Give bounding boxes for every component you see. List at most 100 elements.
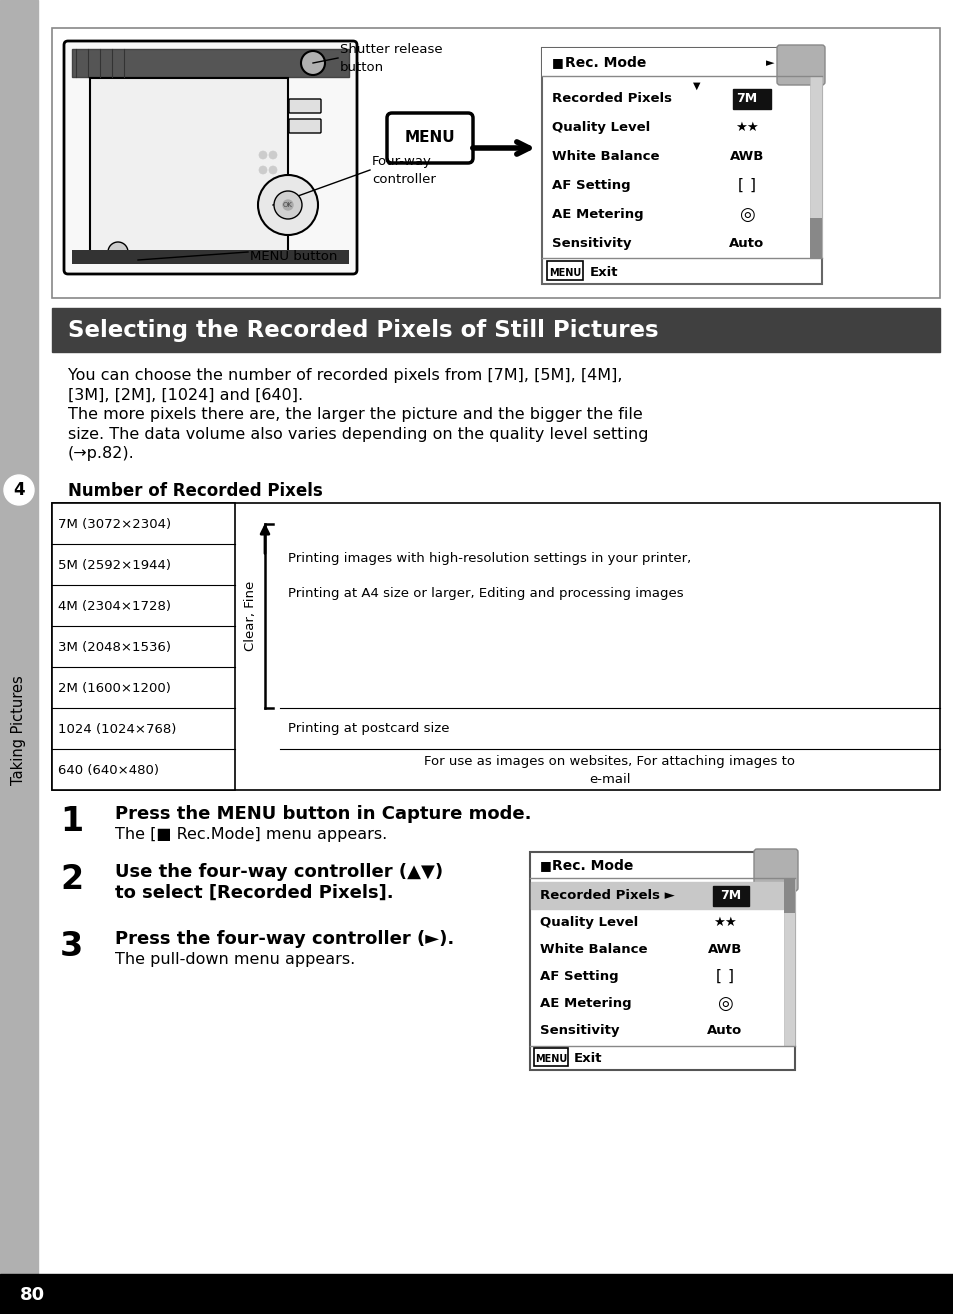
FancyBboxPatch shape	[387, 113, 473, 163]
Bar	[52, 28, 939, 298]
Text: MENU: MENU	[535, 1054, 566, 1064]
Text: Shutter release: Shutter release	[339, 43, 442, 57]
Text: Four-way: Four-way	[372, 155, 432, 168]
Text: (→p.82).: (→p.82).	[68, 445, 134, 461]
FancyBboxPatch shape	[64, 41, 356, 275]
Text: ◎: ◎	[717, 995, 732, 1013]
Bar	[530, 851, 794, 1070]
FancyBboxPatch shape	[534, 1049, 567, 1066]
Text: Recorded Pixels: Recorded Pixels	[552, 92, 671, 105]
Text: AE Metering: AE Metering	[552, 208, 643, 221]
Text: 2M (1600×1200): 2M (1600×1200)	[58, 682, 171, 695]
Text: 7M (3072×2304): 7M (3072×2304)	[58, 518, 171, 531]
Text: Rec. Mode: Rec. Mode	[552, 859, 633, 872]
Text: 3M (2048×1536): 3M (2048×1536)	[58, 641, 171, 654]
Text: Recorded Pixels ►: Recorded Pixels ►	[539, 890, 674, 901]
Text: Use the four-way controller (▲▼): Use the four-way controller (▲▼)	[115, 863, 442, 880]
Text: Number of Recorded Pixels: Number of Recorded Pixels	[68, 482, 322, 501]
Text: Press the MENU button in Capture mode.: Press the MENU button in Capture mode.	[115, 805, 531, 823]
Bar	[732, 88, 770, 109]
Text: Quality Level: Quality Level	[539, 916, 638, 929]
Text: [  ]: [ ]	[716, 968, 733, 984]
Bar	[0, 0, 38, 1314]
Text: Printing images with high-resolution settings in your printer,: Printing images with high-resolution set…	[288, 552, 691, 565]
Circle shape	[4, 474, 34, 505]
Text: Press the four-way controller (►).: Press the four-way controller (►).	[115, 930, 454, 947]
Text: MENU: MENU	[548, 268, 580, 279]
Circle shape	[258, 166, 267, 173]
Bar	[52, 503, 234, 790]
Text: Printing at postcard size: Printing at postcard size	[288, 721, 449, 735]
Text: Auto: Auto	[706, 1024, 741, 1037]
Text: 3: 3	[60, 930, 83, 963]
Text: For use as images on websites, For attaching images to: For use as images on websites, For attac…	[424, 754, 795, 767]
Text: 2: 2	[60, 863, 83, 896]
Text: Quality Level: Quality Level	[552, 121, 650, 134]
Text: AWB: AWB	[707, 943, 741, 957]
Circle shape	[258, 151, 267, 159]
Text: 5M (2592×1944): 5M (2592×1944)	[58, 558, 171, 572]
Text: 1: 1	[60, 805, 83, 838]
Text: ★★: ★★	[713, 916, 736, 929]
Text: OK: OK	[283, 202, 293, 208]
Text: button: button	[339, 60, 384, 74]
Text: AWB: AWB	[729, 150, 763, 163]
Text: You can choose the number of recorded pixels from [7M], [5M], [4M],: You can choose the number of recorded pi…	[68, 368, 622, 382]
Text: 4M (2304×1728): 4M (2304×1728)	[58, 600, 171, 614]
Circle shape	[108, 242, 128, 261]
Text: e-mail: e-mail	[589, 773, 630, 786]
Text: 640 (640×480): 640 (640×480)	[58, 763, 159, 777]
Circle shape	[301, 51, 325, 75]
Text: White Balance: White Balance	[552, 150, 659, 163]
Text: 1024 (1024×768): 1024 (1024×768)	[58, 723, 176, 736]
Text: ■: ■	[539, 859, 551, 872]
Text: AF Setting: AF Setting	[552, 179, 630, 192]
Text: Exit: Exit	[574, 1053, 602, 1066]
FancyBboxPatch shape	[541, 49, 781, 76]
Text: size. The data volume also varies depending on the quality level setting: size. The data volume also varies depend…	[68, 427, 648, 442]
Bar	[52, 503, 939, 790]
Text: MENU button: MENU button	[250, 250, 337, 263]
Bar	[783, 878, 794, 1046]
Text: AE Metering: AE Metering	[539, 997, 631, 1010]
Bar	[90, 78, 288, 258]
Bar	[541, 49, 821, 284]
Text: [  ]: [ ]	[738, 177, 755, 193]
Circle shape	[269, 151, 276, 159]
Text: controller: controller	[372, 173, 436, 187]
Circle shape	[269, 166, 276, 173]
Circle shape	[283, 200, 293, 210]
Text: ►: ►	[765, 58, 774, 68]
Text: 7M: 7M	[736, 92, 757, 105]
Text: The pull-down menu appears.: The pull-down menu appears.	[115, 953, 355, 967]
FancyBboxPatch shape	[753, 849, 797, 891]
Bar	[71, 250, 349, 264]
Bar	[809, 76, 821, 258]
Text: Taking Pictures: Taking Pictures	[11, 675, 27, 784]
Circle shape	[274, 191, 302, 219]
Text: 7M: 7M	[720, 890, 740, 901]
Text: Sensitivity: Sensitivity	[539, 1024, 618, 1037]
FancyBboxPatch shape	[546, 261, 582, 280]
Text: to select [Recorded Pixels].: to select [Recorded Pixels].	[115, 884, 394, 901]
Text: The [■ Rec.Mode] menu appears.: The [■ Rec.Mode] menu appears.	[115, 827, 387, 842]
Text: ★★: ★★	[735, 121, 758, 134]
Text: Exit: Exit	[589, 267, 618, 280]
Text: ◎: ◎	[739, 205, 754, 223]
Text: Auto: Auto	[729, 237, 763, 250]
Text: Selecting the Recorded Pixels of Still Pictures: Selecting the Recorded Pixels of Still P…	[68, 319, 658, 343]
FancyBboxPatch shape	[776, 45, 824, 85]
Text: 80: 80	[19, 1286, 45, 1303]
Text: Clear, Fine: Clear, Fine	[244, 581, 257, 650]
Bar	[71, 49, 349, 78]
Text: MENU: MENU	[404, 130, 455, 146]
Text: AF Setting: AF Setting	[539, 970, 618, 983]
Bar	[531, 882, 782, 909]
Bar	[52, 307, 939, 352]
Text: 4: 4	[13, 481, 25, 499]
FancyBboxPatch shape	[289, 120, 320, 133]
Bar	[712, 886, 748, 905]
Text: ■: ■	[552, 57, 563, 70]
Bar	[809, 218, 821, 258]
Text: [3M], [2M], [1024] and [640].: [3M], [2M], [1024] and [640].	[68, 388, 303, 402]
